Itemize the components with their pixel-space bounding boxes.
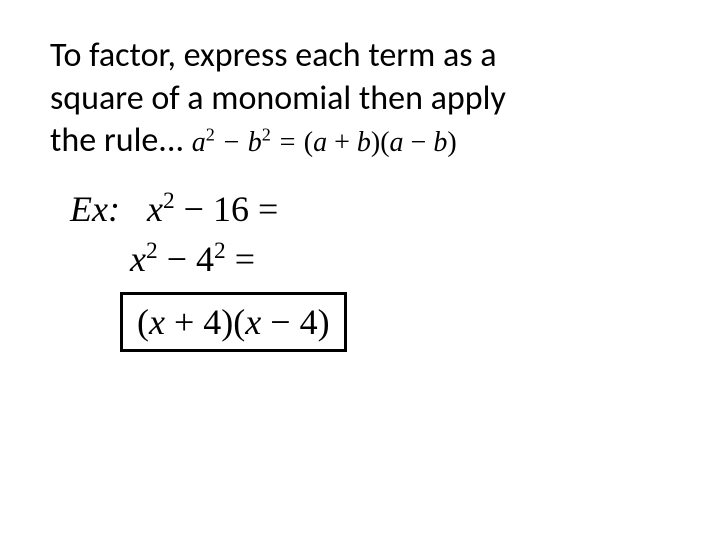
intro-text: To factor, express each term as a square… — [50, 35, 670, 163]
step1-x: x — [147, 189, 163, 229]
rule-close2: ) — [447, 127, 456, 158]
rule-formula: a2 − b2 = (a + b)(a − b) — [192, 127, 457, 158]
ans-x2: x — [245, 302, 261, 342]
step1-minus: − — [175, 189, 213, 229]
ans-four1: 4 — [203, 302, 221, 342]
step2-exp2: 2 — [214, 238, 226, 264]
ans-close1: ) — [221, 302, 233, 342]
step2-x: x — [130, 239, 146, 279]
answer-box: (x + 4)(x − 4) — [120, 292, 347, 352]
intro-line2: square of a monomial then apply — [50, 78, 506, 119]
example-label: Ex: — [70, 189, 120, 229]
step1-exp: 2 — [163, 188, 175, 214]
rule-a1: a — [192, 127, 206, 158]
example-step1: Ex: x2 − 16 = — [70, 188, 670, 230]
step1-eq: = — [249, 189, 278, 229]
intro-line1: To factor, express each term as a — [50, 35, 497, 76]
intro-line3: the rule... — [50, 120, 184, 161]
rule-a3: a — [390, 127, 404, 158]
step2-four: 4 — [196, 239, 214, 279]
ans-close2: ) — [318, 302, 330, 342]
rule-open1: ( — [304, 127, 313, 158]
rule-minus2: − — [404, 127, 434, 158]
step2-exp1: 2 — [146, 238, 158, 264]
rule-exp1: 2 — [206, 125, 215, 145]
ans-plus: + — [165, 302, 203, 342]
rule-b2: b — [357, 127, 371, 158]
example-block: Ex: x2 − 16 = x2 − 42 = (x + 4)(x − 4) — [70, 188, 670, 352]
rule-b3: b — [433, 127, 447, 158]
rule-minus1: − — [215, 127, 248, 158]
rule-open2: ( — [380, 127, 389, 158]
rule-exp2: 2 — [262, 125, 271, 145]
rule-plus: + — [327, 127, 357, 158]
ans-open1: ( — [137, 302, 149, 342]
rule-b1: b — [248, 127, 262, 158]
ans-minus: − — [261, 302, 299, 342]
ans-open2: ( — [233, 302, 245, 342]
rule-eq: = — [271, 127, 304, 158]
step2-minus: − — [158, 239, 196, 279]
step2-eq: = — [226, 239, 255, 279]
rule-a2: a — [313, 127, 327, 158]
ans-x1: x — [149, 302, 165, 342]
step1-sixteen: 16 — [213, 189, 249, 229]
ans-four2: 4 — [300, 302, 318, 342]
rule-close1: ) — [371, 127, 380, 158]
example-step2: x2 − 42 = — [130, 238, 670, 280]
